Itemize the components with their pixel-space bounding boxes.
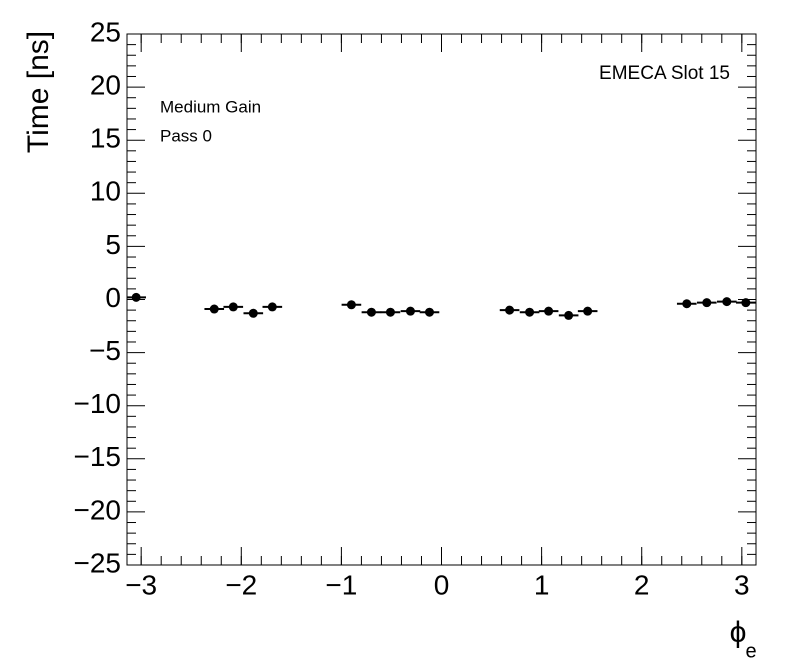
data-point bbox=[583, 306, 593, 316]
y-axis-label: Time [ns] bbox=[22, 31, 55, 153]
y-tick-label: 0 bbox=[105, 282, 121, 313]
annotation: Pass 0 bbox=[160, 126, 212, 145]
data-point bbox=[209, 304, 219, 314]
data-point bbox=[525, 307, 535, 317]
data-point bbox=[544, 306, 554, 316]
x-axis-label: ϕ bbox=[730, 616, 747, 649]
y-tick-label: 10 bbox=[90, 176, 121, 207]
data-point bbox=[131, 292, 141, 302]
x-tick-label: −2 bbox=[225, 569, 257, 600]
x-axis-label-subscript: e bbox=[745, 640, 756, 662]
data-point bbox=[405, 306, 415, 316]
y-tick-label: 25 bbox=[90, 16, 121, 47]
chart-title: EMECA Slot 15 bbox=[599, 63, 730, 84]
data-point bbox=[702, 298, 712, 308]
data-point bbox=[228, 302, 238, 312]
y-tick-label: 5 bbox=[105, 229, 121, 260]
data-point bbox=[267, 302, 277, 312]
y-tick-label: −15 bbox=[74, 441, 122, 472]
data-point bbox=[682, 299, 692, 309]
data-point bbox=[385, 307, 395, 317]
x-tick-label: 3 bbox=[734, 569, 750, 600]
data-point bbox=[248, 308, 258, 318]
x-tick-label: 2 bbox=[634, 569, 650, 600]
x-tick-label: 0 bbox=[434, 569, 450, 600]
data-point bbox=[424, 307, 434, 317]
x-tick-label: −3 bbox=[125, 569, 157, 600]
data-point bbox=[346, 300, 356, 310]
y-tick-label: 15 bbox=[90, 123, 121, 154]
x-tick-label: −1 bbox=[325, 569, 357, 600]
y-tick-label: −20 bbox=[74, 494, 122, 525]
y-tick-label: −25 bbox=[74, 547, 122, 578]
data-point bbox=[564, 310, 574, 320]
data-point bbox=[722, 297, 732, 307]
data-point bbox=[366, 307, 376, 317]
annotation: Medium Gain bbox=[160, 97, 261, 116]
y-tick-label: 20 bbox=[90, 69, 121, 100]
data-point bbox=[505, 305, 515, 315]
data-point bbox=[741, 298, 751, 308]
y-tick-label: −5 bbox=[89, 335, 121, 366]
x-tick-label: 1 bbox=[534, 569, 550, 600]
y-tick-label: −10 bbox=[74, 388, 122, 419]
